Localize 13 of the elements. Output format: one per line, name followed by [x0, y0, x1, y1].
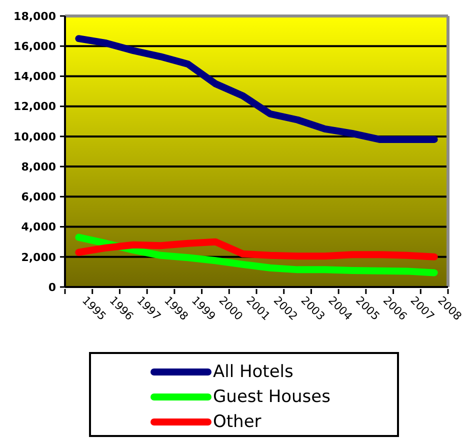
legend-label: Other: [213, 412, 262, 432]
legend-label: All Hotels: [213, 362, 294, 382]
y-tick-label: 10,000: [14, 130, 56, 144]
y-tick-label: 14,000: [14, 70, 56, 84]
legend-label: Guest Houses: [213, 386, 330, 406]
y-tick-label: 16,000: [14, 40, 56, 54]
y-tick-label: 8,000: [21, 160, 56, 174]
y-tick-label: 4,000: [21, 220, 56, 234]
y-tick-label: 12,000: [14, 100, 56, 114]
y-tick-label: 6,000: [21, 190, 56, 204]
y-tick-label: 2,000: [21, 250, 56, 264]
y-tick-label: 0: [48, 280, 56, 294]
y-tick-label: 18,000: [14, 10, 56, 23]
